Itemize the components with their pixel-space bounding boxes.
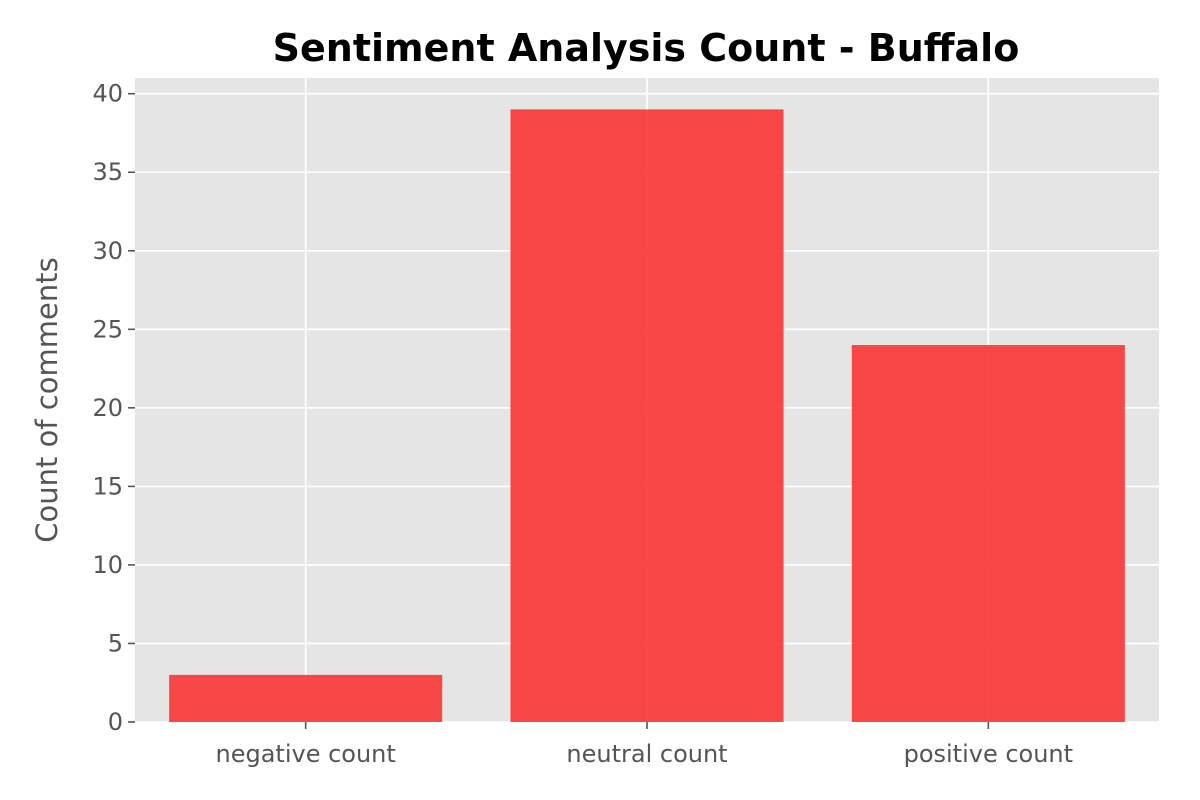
x-tick-label: positive count (904, 740, 1073, 768)
y-tick-label: 5 (108, 629, 123, 657)
bar-negative-count (169, 674, 443, 722)
y-axis-label: Count of comments (30, 257, 64, 542)
y-tick-label: 30 (92, 237, 123, 265)
axis-layer: 0 5 10 15 20 25 30 35 40 negative count neutral co… (92, 80, 1073, 768)
bar-neutral-count (510, 109, 784, 723)
y-tick-label: 0 (108, 708, 123, 736)
y-tick-label: 20 (92, 394, 123, 422)
bar-layer (169, 109, 1125, 723)
x-tick-label: neutral count (566, 740, 727, 768)
chart-title: Sentiment Analysis Count - Buffalo (273, 26, 1020, 70)
y-tick-label: 10 (92, 551, 123, 579)
bar-positive-count (851, 345, 1125, 722)
x-tick-label: negative count (216, 740, 396, 768)
y-tick-label: 25 (92, 315, 123, 343)
y-tick-label: 35 (92, 158, 123, 186)
y-tick-label: 40 (92, 80, 123, 108)
y-tick-label: 15 (92, 472, 123, 500)
